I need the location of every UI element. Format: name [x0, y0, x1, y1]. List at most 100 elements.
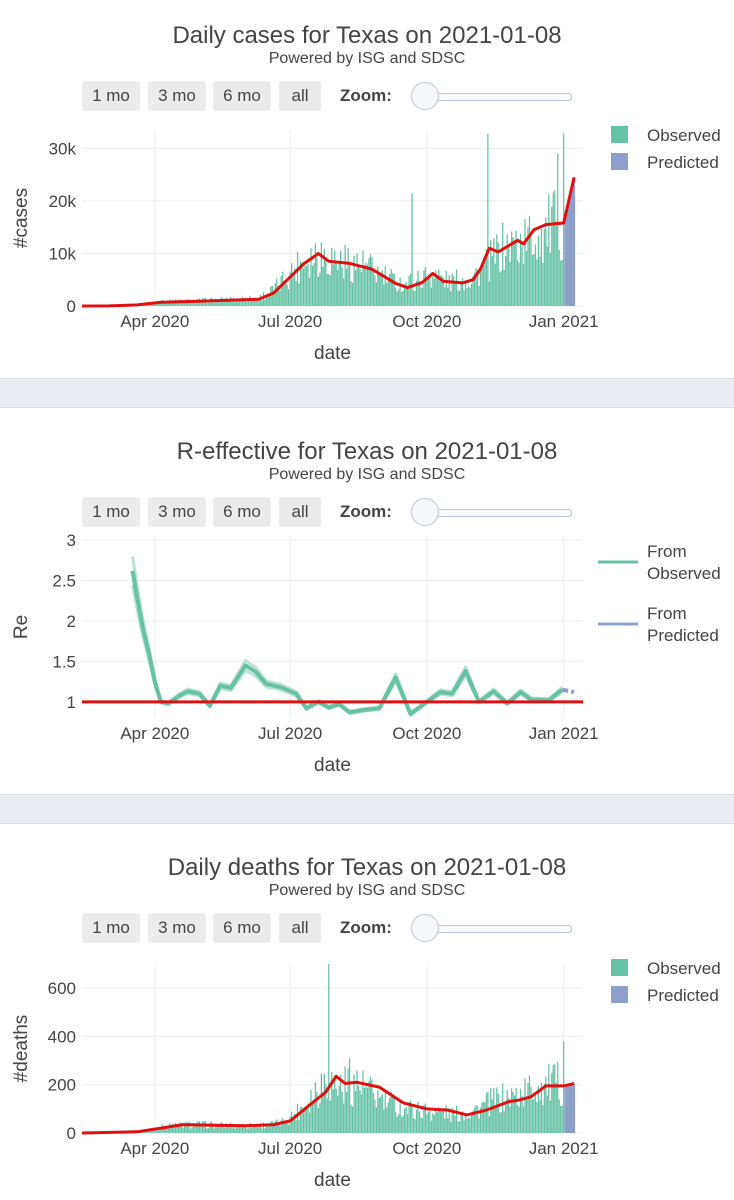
observed-bar	[296, 1103, 299, 1133]
observed-bar	[152, 303, 154, 306]
observed-bar	[348, 263, 351, 306]
observed-bar	[359, 1090, 361, 1133]
observed-bar	[475, 1105, 477, 1133]
observed-bar	[371, 1079, 373, 1133]
observed-bar	[508, 247, 510, 306]
observed-bar	[151, 1129, 153, 1133]
legend-observed-label: Observed	[647, 564, 721, 583]
observed-bar	[365, 1085, 367, 1133]
observed-bar	[430, 1120, 432, 1133]
observed-bar	[515, 1087, 517, 1133]
observed-bar	[219, 298, 221, 306]
observed-bar	[423, 270, 425, 306]
zoom-slider-handle[interactable]	[411, 498, 439, 526]
observed-bar	[549, 1100, 551, 1133]
range-button-1mo[interactable]: 1 mo	[82, 81, 140, 111]
observed-bar	[490, 1088, 492, 1133]
observed-bar	[195, 1122, 198, 1133]
observed-bar	[491, 255, 493, 306]
observed-bar	[502, 222, 504, 306]
observed-bar	[505, 256, 507, 306]
observed-bar	[521, 1096, 523, 1133]
observed-bar	[519, 1088, 522, 1133]
observed-bar	[359, 268, 361, 306]
range-button-all[interactable]: all	[279, 497, 321, 527]
observed-bar	[158, 1129, 160, 1133]
observed-bar	[368, 258, 370, 306]
zoom-slider-handle[interactable]	[411, 82, 439, 110]
observed-bar	[157, 1127, 159, 1133]
observed-bar	[313, 263, 315, 306]
observed-bar	[424, 266, 427, 306]
observed-bar	[478, 1118, 480, 1133]
observed-bar	[509, 1106, 511, 1133]
cases-chart: Apr 2020 Jul 2020 Oct 2020 Jan 2021 0 10k 20k 3…	[11, 126, 721, 364]
range-button-all[interactable]: all	[279, 913, 321, 943]
observed-bar	[447, 1118, 449, 1133]
observed-bar	[426, 280, 428, 306]
observed-bar	[215, 298, 217, 306]
y-tick-label: 600	[48, 979, 76, 998]
observed-bar	[357, 1085, 360, 1133]
deaths-subtitle: Powered by ISG and SDSC	[268, 882, 466, 899]
observed-bar	[301, 1106, 303, 1133]
range-button-6mo[interactable]: 6 mo	[213, 497, 271, 527]
observed-bar	[542, 262, 544, 306]
zoom-slider-handle[interactable]	[411, 914, 439, 942]
observed-bar	[216, 1125, 218, 1133]
observed-bar	[405, 1106, 407, 1133]
observed-bar	[240, 300, 242, 306]
observed-bar	[516, 1105, 519, 1133]
range-button-3mo[interactable]: 3 mo	[148, 497, 206, 527]
observed-bar	[454, 282, 456, 306]
observed-bar	[282, 271, 284, 306]
observed-bar	[450, 1121, 452, 1133]
observed-bar	[338, 260, 340, 306]
observed-bar	[534, 244, 537, 306]
range-button-1mo[interactable]: 1 mo	[82, 913, 140, 943]
observed-bar	[265, 295, 267, 306]
range-button-6mo[interactable]: 6 mo	[213, 913, 271, 943]
observed-bar	[186, 1123, 189, 1133]
observed-bar	[430, 287, 432, 306]
observed-bar	[543, 229, 545, 306]
observed-bar	[280, 1120, 282, 1133]
observed-bar	[500, 271, 502, 306]
observed-bar	[363, 264, 366, 306]
observed-bar	[175, 1122, 177, 1133]
range-button-all[interactable]: all	[279, 81, 321, 111]
observed-bar	[343, 1103, 345, 1133]
observed-bar	[522, 263, 525, 306]
observed-bar	[173, 302, 175, 306]
observed-bar	[426, 1114, 428, 1133]
observed-bar	[403, 284, 406, 306]
observed-bar	[280, 275, 282, 306]
range-button-3mo[interactable]: 3 mo	[148, 81, 206, 111]
observed-bar	[512, 1091, 514, 1133]
range-button-1mo[interactable]: 1 mo	[82, 497, 140, 527]
range-button-3mo[interactable]: 3 mo	[148, 913, 206, 943]
observed-bar	[197, 1121, 199, 1133]
range-button-6mo[interactable]: 6 mo	[213, 81, 271, 111]
observed-bar	[444, 1118, 446, 1133]
observed-bar	[314, 243, 317, 306]
observed-bar	[454, 1115, 456, 1133]
observed-bar	[244, 1127, 247, 1133]
deaths-panel: Daily deaths for Texas on 2021-01-08 Pow…	[0, 824, 734, 1200]
observed-bar	[543, 1083, 545, 1133]
observed-bar	[348, 1058, 351, 1133]
observed-bar	[453, 275, 455, 306]
observed-bar	[531, 1099, 534, 1133]
deaths-title: Daily deaths for Texas on 2021-01-08	[167, 854, 567, 881]
observed-bar	[347, 247, 349, 306]
x-axis-label: date	[314, 755, 351, 776]
observed-bar	[435, 1109, 437, 1133]
observed-bar	[417, 1101, 419, 1133]
observed-bar	[317, 1107, 320, 1133]
observed-bar	[488, 281, 490, 306]
observed-bar	[487, 133, 489, 306]
observed-bar	[519, 233, 522, 306]
observed-bar	[179, 1122, 181, 1133]
observed-bar	[458, 1121, 461, 1133]
observed-bar	[546, 246, 548, 306]
